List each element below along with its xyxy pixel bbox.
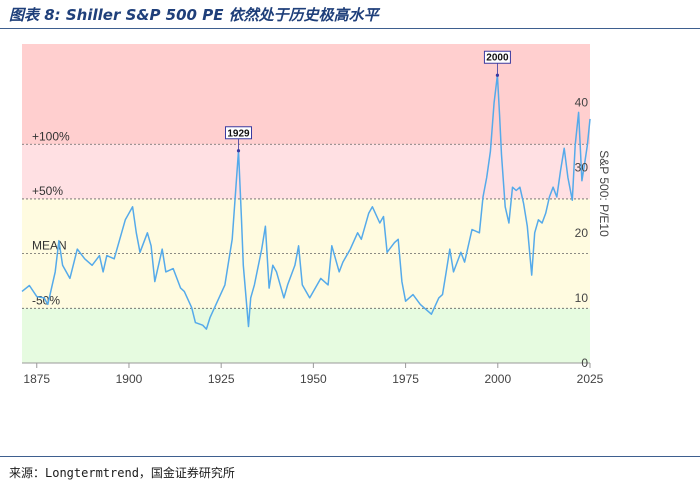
x-tick-label-3: 1950 xyxy=(300,372,327,386)
bottom-rule xyxy=(0,456,700,457)
y-tick-label-3: 30 xyxy=(575,161,589,175)
y-tick-label-4: 40 xyxy=(575,96,589,110)
y-tick-label-2: 20 xyxy=(575,226,589,240)
annotations: 1929 2000 xyxy=(225,50,511,153)
reference-label-1: +50% xyxy=(32,184,63,198)
annotation-point-1 xyxy=(495,73,500,77)
y-tick-label-0: 0 xyxy=(581,356,588,370)
top-rule xyxy=(0,28,700,29)
annotation-box-0 xyxy=(225,126,253,140)
x-tick-label-5: 2000 xyxy=(484,372,511,386)
reference-label-2: MEAN xyxy=(32,239,67,253)
pe10-series xyxy=(21,74,591,330)
y-axis-label: S&P 500: P/E10 xyxy=(597,150,611,237)
reference-label-0: +100% xyxy=(32,129,70,143)
y-tick-label-1: 10 xyxy=(575,291,589,305)
x-tick-label-1: 1900 xyxy=(116,372,143,386)
x-tick-label-0: 1875 xyxy=(23,372,50,386)
figure-title: 图表 8: Shiller S&P 500 PE 依然处于历史极高水平 xyxy=(9,6,379,24)
source-note: 来源：Longtermtrend，国金证券研究所 xyxy=(9,466,235,480)
x-tick-label-4: 1975 xyxy=(392,372,419,386)
band-3 xyxy=(22,308,590,363)
band-1 xyxy=(22,144,590,199)
x-tick-label-2: 1925 xyxy=(208,372,235,386)
annotation-label-1: 2000 xyxy=(486,53,509,64)
x-tick-label-6: 2025 xyxy=(577,372,604,386)
pe10-line xyxy=(21,74,591,330)
annotation-box-1 xyxy=(483,50,511,64)
axes: 1875 1900 1925 1950 1975 2000 2025 0 10 20 30 40 S&P… xyxy=(22,96,611,386)
annotation-label-0: 1929 xyxy=(227,128,250,139)
